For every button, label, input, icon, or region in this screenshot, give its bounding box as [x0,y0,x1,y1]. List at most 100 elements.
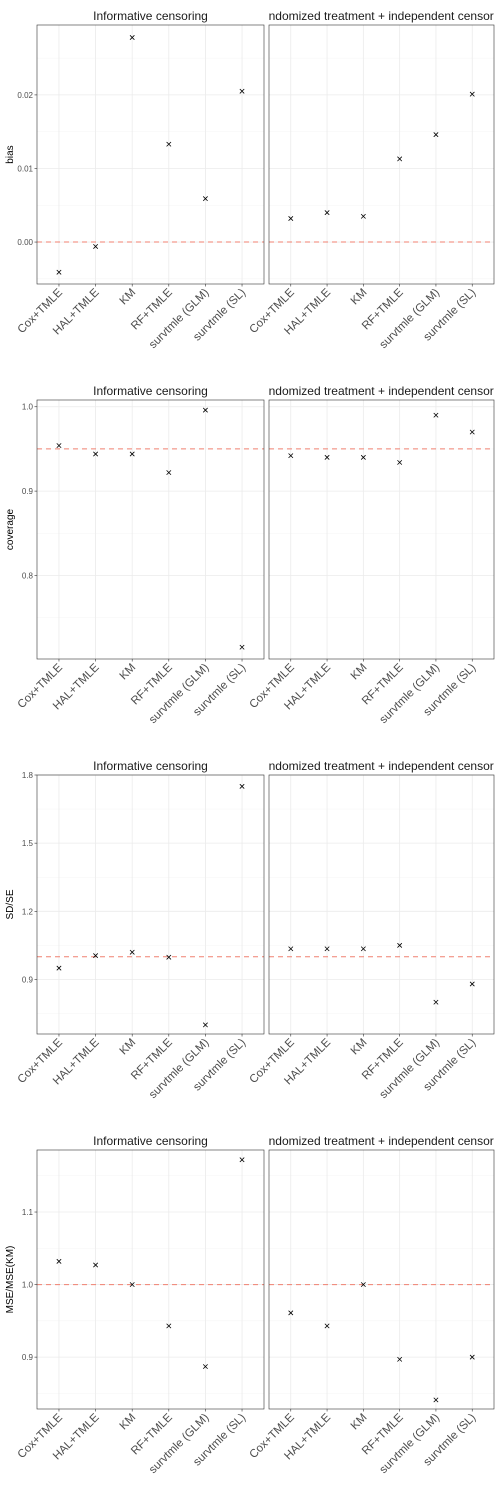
data-point-cox-tmle [288,1310,294,1316]
y-tick-label: 1.0 [22,1281,34,1290]
data-point-rf-tmle [166,141,172,147]
data-point-survtmle-glm- [433,999,439,1005]
data-point-survtmle-glm- [433,1397,439,1403]
data-point-km [360,213,366,219]
y-tick-label: 0.9 [22,975,34,984]
y-tick-label: 1.5 [22,839,34,848]
data-point-survtmle-sl- [239,88,245,94]
data-point-cox-tmle [288,453,294,459]
panel-border [36,24,265,285]
data-point-cox-tmle [56,443,62,449]
data-point-hal-tmle [324,210,330,216]
data-point-survtmle-sl- [469,981,475,987]
data-point-rf-tmle [166,954,172,960]
panel-border [36,1149,265,1410]
data-point-hal-tmle [93,953,99,959]
data-point-km [360,454,366,460]
y-tick-label: 1.2 [22,907,34,916]
x-tick-label: KM [349,1037,370,1058]
y-tick-label: 1.0 [22,403,34,412]
data-point-rf-tmle [397,1356,403,1362]
data-point-hal-tmle [93,243,99,249]
data-point-survtmle-glm- [202,196,208,202]
y-tick-label: 0.9 [22,1353,34,1362]
panel-title: Randomized treatment + independent censo… [253,9,500,23]
data-point-km [129,451,135,457]
panel-title: Informative censoring [93,1134,208,1148]
panel-title: Randomized treatment + independent censo… [253,384,500,398]
data-point-hal-tmle [324,454,330,460]
y-tick-label: 0.02 [17,91,33,100]
data-point-survtmle-glm- [433,132,439,138]
x-tick-label: KM [349,287,370,308]
panel-title: Informative censoring [93,384,208,398]
y-tick-label: 1.8 [22,771,34,780]
panel-title: Randomized treatment + independent censo… [253,1134,500,1148]
data-point-cox-tmle [56,965,62,971]
panel-2: Randomized treatment + independent censo… [248,1134,500,1476]
data-point-survtmle-sl- [239,644,245,650]
data-point-hal-tmle [93,1262,99,1268]
data-point-cox-tmle [56,269,62,275]
panel-2: Randomized treatment + independent censo… [248,384,500,726]
y-axis-label: bias [5,145,16,163]
panel-2: Randomized treatment + independent censo… [248,9,500,351]
data-point-cox-tmle [288,216,294,221]
data-point-km [360,1282,366,1288]
data-point-survtmle-glm- [433,412,439,418]
y-tick-label: 0.9 [22,487,34,496]
panel-title: Informative censoring [93,9,208,23]
data-point-km [129,949,135,955]
data-point-survtmle-sl- [469,429,475,435]
data-point-km [129,1282,135,1288]
data-point-cox-tmle [288,946,294,952]
data-point-km [129,35,135,40]
data-point-survtmle-sl- [239,1157,245,1163]
panel-title: Informative censoring [93,759,208,773]
panel-border [268,774,495,1035]
data-point-hal-tmle [324,946,330,952]
data-point-hal-tmle [93,451,99,457]
data-point-rf-tmle [397,156,403,162]
data-point-survtmle-sl- [239,783,245,789]
data-point-rf-tmle [166,1323,172,1329]
x-tick-label: KM [349,662,370,683]
x-tick-label: KM [118,662,139,683]
y-tick-label: 0.8 [22,571,34,580]
x-tick-label: KM [118,287,139,308]
panel-border [36,774,265,1035]
data-point-rf-tmle [397,942,403,948]
panel-border [268,24,495,285]
data-point-survtmle-glm- [202,1364,208,1370]
y-axis-label: coverage [5,508,16,550]
x-tick-label: KM [349,1412,370,1433]
panel-border [268,399,495,660]
data-point-survtmle-glm- [202,407,208,413]
y-tick-label: 0.01 [17,164,33,173]
data-point-km [360,946,366,952]
panel-border [268,1149,495,1410]
x-tick-label: KM [118,1037,139,1058]
data-point-rf-tmle [166,470,172,476]
panel-title: Randomized treatment + independent censo… [253,759,500,773]
panel-border [36,399,265,660]
data-point-cox-tmle [56,1258,62,1264]
y-axis-label: SD/SE [5,889,16,919]
data-point-survtmle-sl- [469,91,475,97]
data-point-rf-tmle [397,459,403,465]
y-axis-label: MSE/MSE(KM) [5,1246,16,1314]
y-tick-label: 1.1 [22,1208,34,1217]
x-tick-label: KM [118,1412,139,1433]
data-point-survtmle-sl- [469,1354,475,1360]
panel-2: Randomized treatment + independent censo… [248,759,500,1101]
y-tick-label: 0.00 [17,238,33,247]
